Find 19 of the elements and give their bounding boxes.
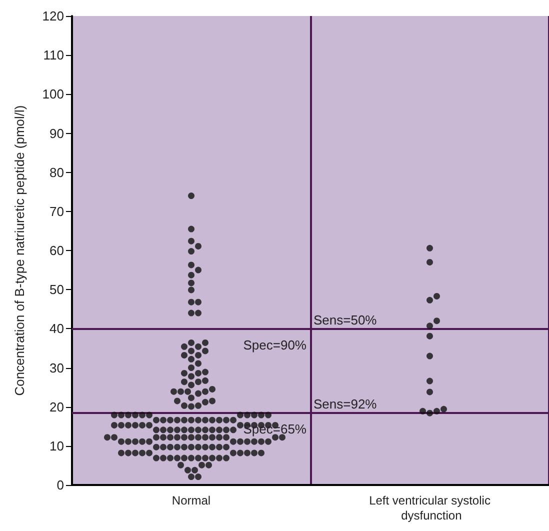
y-tick-label: 120 [42,8,64,24]
y-tick-label: 30 [50,360,64,376]
y-tick-label: 0 [56,478,64,492]
y-tick-label: 20 [50,399,64,414]
y-tick-label: 10 [50,438,64,454]
y-tick-label: 60 [50,243,64,258]
annotation: Sens=50% [314,312,378,328]
y-tick-label: 110 [43,48,64,63]
x-tick-label: Left ventricular systolic dysfunction [369,494,490,522]
annotation: Spec=90% [243,338,307,353]
x-tick-label: Normal [172,494,211,508]
y-tick-label: 80 [50,164,64,180]
y-axis-title: Concentration of B-type natriuretic peptide (pmol/l) [12,105,27,396]
y-tick-label: 40 [50,321,64,336]
annotation: Sens=92% [314,396,378,412]
y-tick-label: 70 [50,204,64,219]
y-tick-label: 50 [50,282,64,298]
y-tick-label: 90 [50,126,64,141]
y-tick-label: 100 [42,86,64,102]
